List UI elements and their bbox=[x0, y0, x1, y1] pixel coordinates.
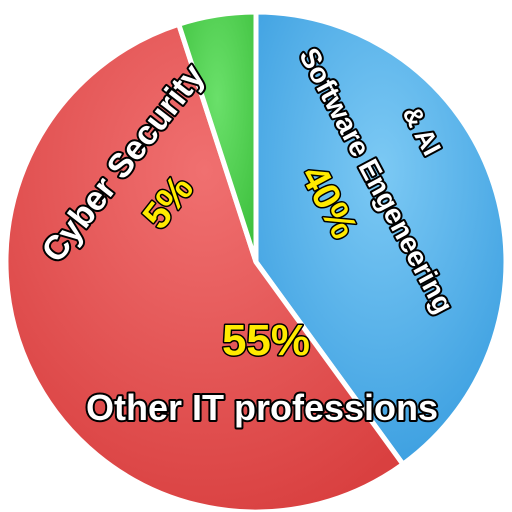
pie-slice-cyber-security bbox=[175, 9, 259, 263]
slice-value-other-it: 55% bbox=[222, 316, 310, 365]
slice-label-other-it: Other IT professions bbox=[86, 387, 438, 428]
pie-slice-software-engineering bbox=[253, 9, 509, 468]
pie-slice-other-it bbox=[3, 21, 407, 512]
